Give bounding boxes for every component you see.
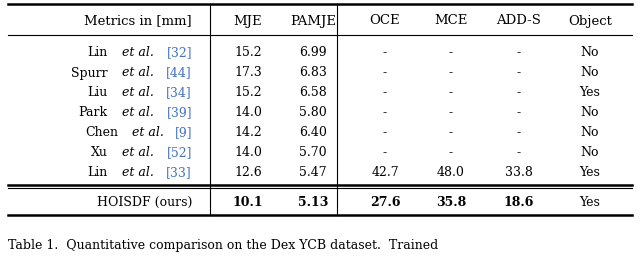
Text: -: - — [449, 86, 453, 99]
Text: 33.8: 33.8 — [505, 166, 533, 179]
Text: -: - — [383, 86, 387, 99]
Text: 5.47: 5.47 — [299, 166, 327, 179]
Text: MJE: MJE — [234, 15, 262, 27]
Text: No: No — [580, 47, 599, 60]
Text: et al.: et al. — [122, 166, 154, 179]
Text: Object: Object — [568, 15, 612, 27]
Text: [34]: [34] — [166, 86, 192, 99]
Text: 14.0: 14.0 — [234, 107, 262, 120]
Text: 15.2: 15.2 — [234, 47, 262, 60]
Text: No: No — [580, 147, 599, 160]
Text: -: - — [517, 147, 521, 160]
Text: 12.6: 12.6 — [234, 166, 262, 179]
Text: Xu: Xu — [91, 147, 108, 160]
Text: Table 1.  Quantitative comparison on the Dex YCB dataset.  Trained: Table 1. Quantitative comparison on the … — [8, 238, 438, 251]
Text: -: - — [449, 107, 453, 120]
Text: Liu: Liu — [87, 86, 108, 99]
Text: -: - — [517, 47, 521, 60]
Text: Chen: Chen — [85, 127, 118, 140]
Text: et al.: et al. — [132, 127, 164, 140]
Text: [32]: [32] — [166, 47, 192, 60]
Text: et al.: et al. — [122, 107, 154, 120]
Text: Yes: Yes — [580, 86, 600, 99]
Text: [44]: [44] — [166, 66, 192, 79]
Text: -: - — [517, 127, 521, 140]
Text: -: - — [383, 66, 387, 79]
Text: No: No — [580, 66, 599, 79]
Text: PAMJE: PAMJE — [290, 15, 336, 27]
Text: 6.58: 6.58 — [299, 86, 327, 99]
Text: [9]: [9] — [174, 127, 192, 140]
Text: OCE: OCE — [370, 15, 400, 27]
Text: -: - — [517, 107, 521, 120]
Text: 17.3: 17.3 — [234, 66, 262, 79]
Text: et al.: et al. — [122, 66, 154, 79]
Text: 48.0: 48.0 — [437, 166, 465, 179]
Text: -: - — [383, 47, 387, 60]
Text: 5.70: 5.70 — [299, 147, 327, 160]
Text: 6.99: 6.99 — [299, 47, 327, 60]
Text: [39]: [39] — [166, 107, 192, 120]
Text: 35.8: 35.8 — [436, 195, 466, 208]
Text: 5.13: 5.13 — [298, 195, 328, 208]
Text: Metrics in [mm]: Metrics in [mm] — [84, 15, 192, 27]
Text: No: No — [580, 127, 599, 140]
Text: Park: Park — [78, 107, 108, 120]
Text: HOISDF (ours): HOISDF (ours) — [97, 195, 192, 208]
Text: -: - — [383, 147, 387, 160]
Text: No: No — [580, 107, 599, 120]
Text: 6.83: 6.83 — [299, 66, 327, 79]
Text: et al.: et al. — [122, 147, 154, 160]
Text: 15.2: 15.2 — [234, 86, 262, 99]
Text: MCE: MCE — [435, 15, 468, 27]
Text: et al.: et al. — [122, 86, 154, 99]
Text: -: - — [449, 66, 453, 79]
Text: 14.0: 14.0 — [234, 147, 262, 160]
Text: Lin: Lin — [87, 166, 108, 179]
Text: -: - — [517, 66, 521, 79]
Text: -: - — [449, 147, 453, 160]
Text: Yes: Yes — [580, 166, 600, 179]
Text: -: - — [383, 127, 387, 140]
Text: 14.2: 14.2 — [234, 127, 262, 140]
Text: et al.: et al. — [122, 47, 154, 60]
Text: 5.80: 5.80 — [299, 107, 327, 120]
Text: ADD-S: ADD-S — [497, 15, 541, 27]
Text: [33]: [33] — [166, 166, 192, 179]
Text: -: - — [449, 127, 453, 140]
Text: -: - — [449, 47, 453, 60]
Text: -: - — [383, 107, 387, 120]
Text: -: - — [517, 86, 521, 99]
Text: Lin: Lin — [87, 47, 108, 60]
Text: 42.7: 42.7 — [371, 166, 399, 179]
Text: 10.1: 10.1 — [233, 195, 263, 208]
Text: Yes: Yes — [580, 195, 600, 208]
Text: 18.6: 18.6 — [504, 195, 534, 208]
Text: [52]: [52] — [166, 147, 192, 160]
Text: 6.40: 6.40 — [299, 127, 327, 140]
Text: 27.6: 27.6 — [370, 195, 400, 208]
Text: Spurr: Spurr — [70, 66, 108, 79]
